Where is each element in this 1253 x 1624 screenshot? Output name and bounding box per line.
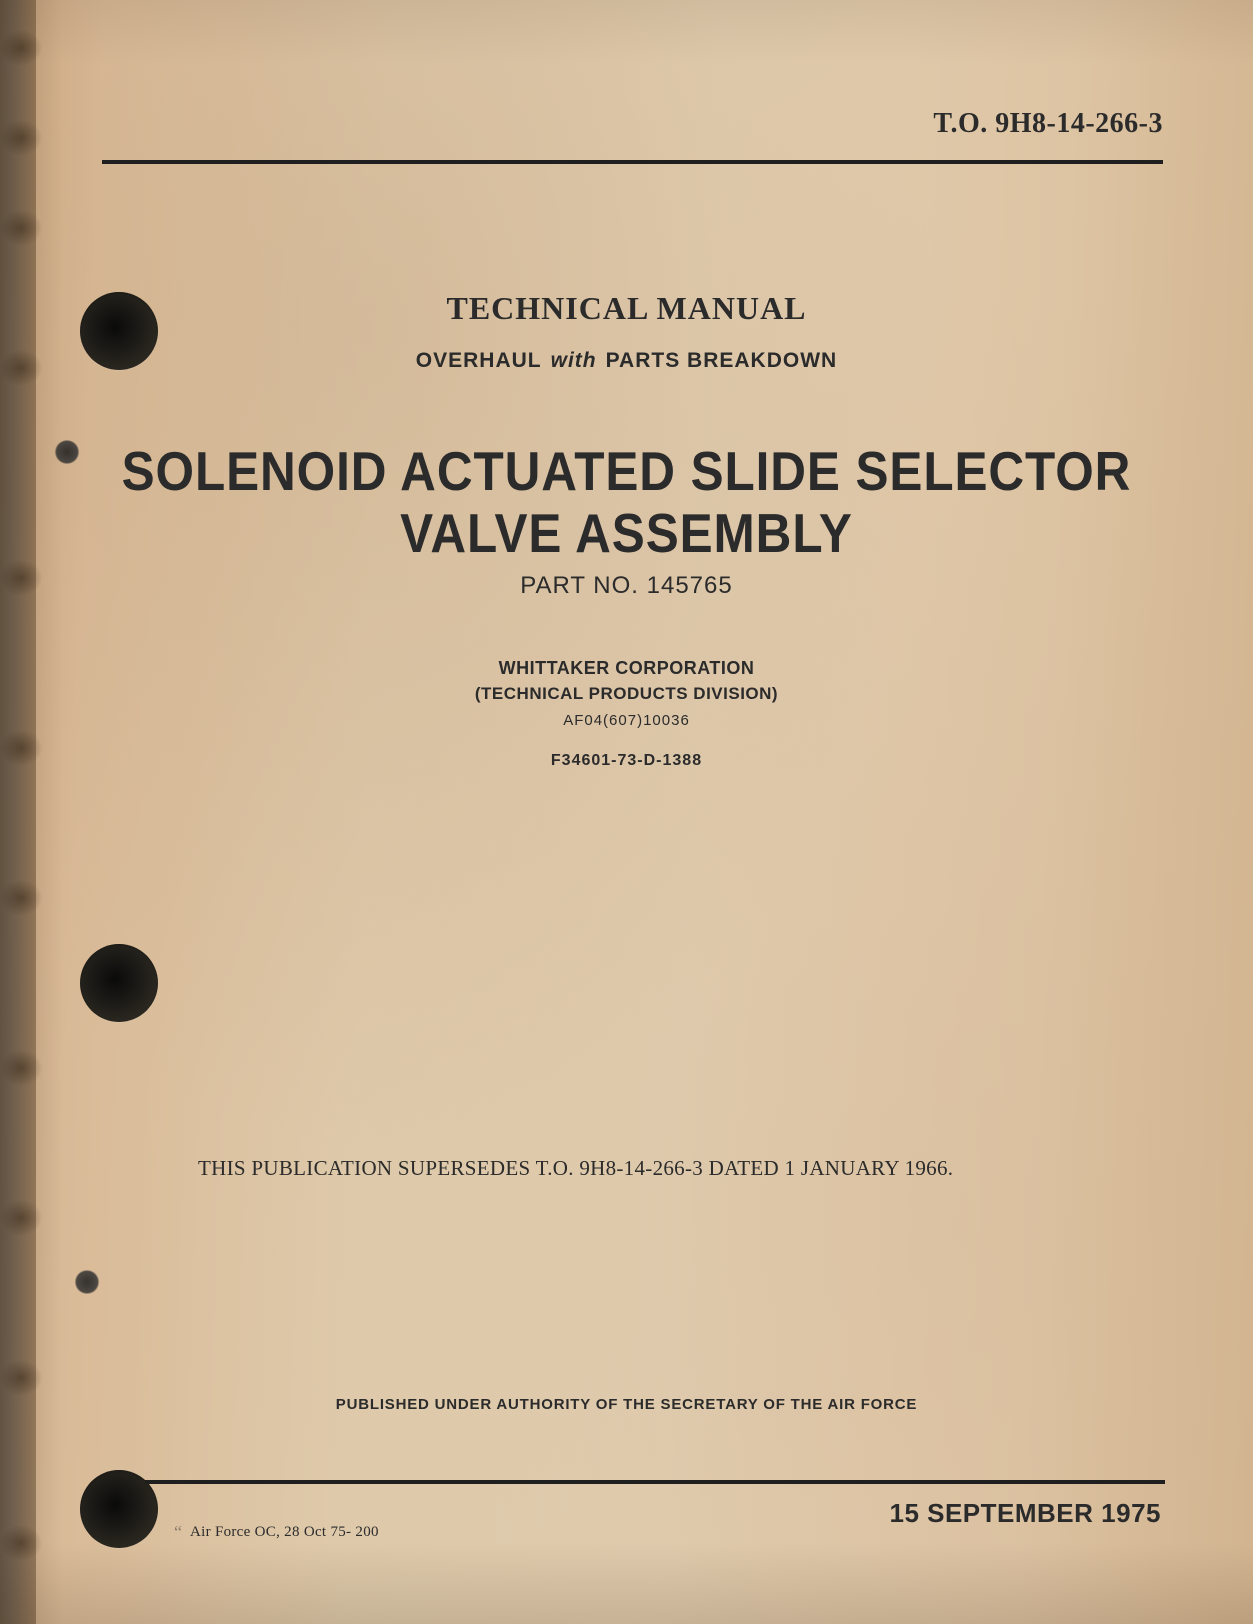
part-number-text: PART NO. 145765 (520, 572, 732, 599)
publication-date: 15 SEPTEMBER 1975 (889, 1498, 1161, 1529)
technical-manual-heading: TECHNICAL MANUAL (0, 290, 1253, 327)
corporation-text: WHITTAKER CORPORATION (499, 658, 755, 678)
authority-text: PUBLISHED UNDER AUTHORITY OF THE SECRETA… (336, 1396, 917, 1413)
technical-manual-text: TECHNICAL MANUAL (446, 290, 806, 326)
main-title-line2: VALVE ASSEMBLY (63, 502, 1191, 564)
contract-1-text: AF04(607)10036 (563, 712, 690, 729)
part-number-line: PART NO. 145765 (0, 572, 1253, 600)
document-content: T.O. 9H8-14-266-3 TECHNICAL MANUAL OVERH… (0, 0, 1253, 1624)
subtitle-part-with: with (551, 349, 597, 373)
main-title: SOLENOID ACTUATED SLIDE SELECTOR VALVE A… (0, 440, 1253, 564)
supersedes-note: THIS PUBLICATION SUPERSEDES T.O. 9H8-14-… (198, 1156, 953, 1181)
subtitle-line: OVERHAUL with PARTS BREAKDOWN (0, 348, 1253, 373)
contract-number-1: AF04(607)10036 (0, 712, 1253, 730)
subtitle-part-parts-breakdown: PARTS BREAKDOWN (606, 349, 838, 373)
technical-order-number: T.O. 9H8-14-266-3 (933, 108, 1163, 140)
print-run-note: Air Force OC, 28 Oct 75- 200 (190, 1524, 379, 1541)
corporation-subline: (TECHNICAL PRODUCTS DIVISION) (0, 684, 1253, 704)
document-page: T.O. 9H8-14-266-3 TECHNICAL MANUAL OVERH… (0, 0, 1253, 1624)
subtitle-part-overhaul: OVERHAUL (416, 349, 542, 373)
authority-line: PUBLISHED UNDER AUTHORITY OF THE SECRETA… (0, 1396, 1253, 1414)
corporation-line: WHITTAKER CORPORATION (0, 658, 1253, 679)
contract-number-2: F34601-73-D-1388 (0, 752, 1253, 770)
stray-mark-icon: “ (174, 1522, 182, 1543)
contract-2-text: F34601-73-D-1388 (551, 752, 702, 769)
main-title-line1: SOLENOID ACTUATED SLIDE SELECTOR (63, 440, 1191, 502)
corporation-subtext: (TECHNICAL PRODUCTS DIVISION) (475, 684, 778, 703)
